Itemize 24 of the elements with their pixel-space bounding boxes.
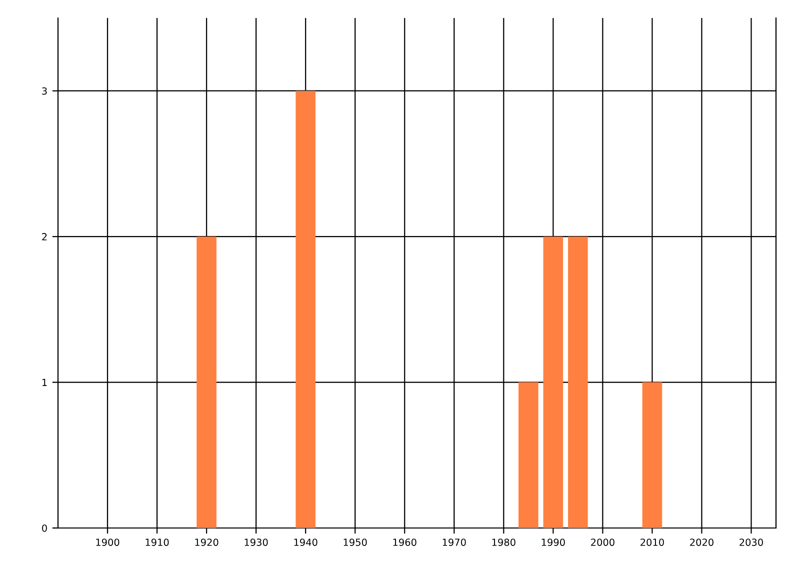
y-tick-label: 1 bbox=[42, 378, 47, 386]
bar bbox=[642, 382, 662, 528]
bar bbox=[296, 90, 316, 528]
bar bbox=[196, 236, 216, 528]
y-tick-label: 0 bbox=[42, 524, 47, 532]
x-tick-label: 2000 bbox=[591, 538, 614, 546]
x-tick-label: 1900 bbox=[96, 538, 120, 546]
bar bbox=[518, 382, 538, 528]
x-tick-label: 1930 bbox=[244, 538, 268, 546]
x-tick-label: 2030 bbox=[740, 538, 763, 546]
x-tick-label: 2020 bbox=[690, 538, 714, 546]
x-tick-label: 1970 bbox=[442, 538, 466, 546]
x-tick-label: 1960 bbox=[393, 538, 416, 546]
y-tick-label: 3 bbox=[42, 87, 47, 95]
y-tick-label: 2 bbox=[42, 233, 47, 240]
x-tick-label: 1990 bbox=[542, 538, 565, 546]
x-tick-label: 1940 bbox=[294, 538, 318, 546]
x-tick-label: 1910 bbox=[146, 538, 169, 546]
x-tick-label: 1980 bbox=[492, 538, 516, 546]
bar bbox=[568, 236, 588, 528]
x-tick-label: 1950 bbox=[344, 538, 367, 546]
bar bbox=[543, 236, 564, 528]
x-tick-label: 2010 bbox=[640, 538, 664, 546]
x-tick-label: 1920 bbox=[195, 538, 218, 546]
